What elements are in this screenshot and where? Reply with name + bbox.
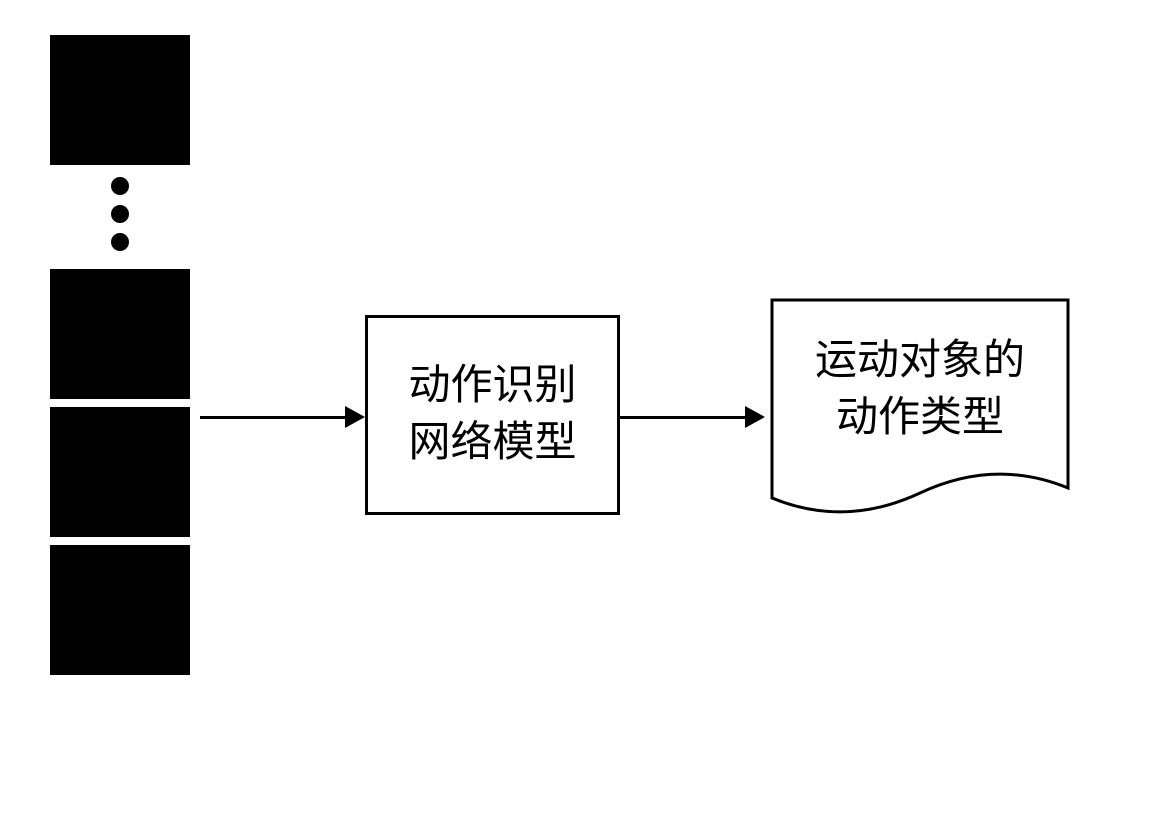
arrow-line xyxy=(200,416,345,419)
flowchart-diagram: 动作识别 网络模型 运动对象的 动作类型 xyxy=(0,0,1153,819)
process-node: 动作识别 网络模型 xyxy=(365,315,620,515)
dot-icon xyxy=(111,205,129,223)
ellipsis-dots xyxy=(50,177,190,251)
process-label-line1: 动作识别 xyxy=(408,358,576,415)
output-label-line1: 运动对象的 xyxy=(770,333,1070,390)
frame-box xyxy=(50,407,190,537)
frame-box xyxy=(50,545,190,675)
process-label-line2: 网络模型 xyxy=(408,415,576,472)
arrow-head-icon xyxy=(745,406,765,428)
frame-box xyxy=(50,269,190,399)
frame-box xyxy=(50,35,190,165)
arrow-frames-to-process xyxy=(200,406,365,428)
arrow-head-icon xyxy=(345,406,365,428)
arrow-process-to-output xyxy=(620,406,765,428)
output-label-line2: 动作类型 xyxy=(770,390,1070,447)
input-frames-stack xyxy=(50,35,190,683)
dot-icon xyxy=(111,233,129,251)
output-label: 运动对象的 动作类型 xyxy=(770,333,1070,446)
dot-icon xyxy=(111,177,129,195)
arrow-line xyxy=(620,416,745,419)
output-node: 运动对象的 动作类型 xyxy=(770,298,1070,533)
